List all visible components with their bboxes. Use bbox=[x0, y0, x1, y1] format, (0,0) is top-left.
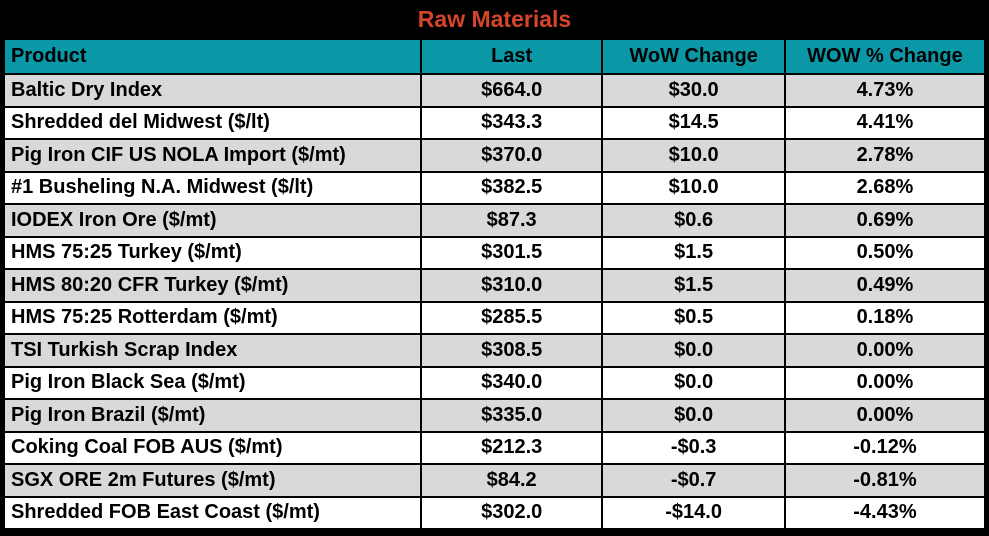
cell-last: $308.5 bbox=[419, 333, 604, 368]
cell-wow_change: -$0.7 bbox=[601, 463, 786, 498]
cell-product: HMS 75:25 Rotterdam ($/mt) bbox=[3, 300, 422, 335]
column-header-wow-change: WoW Change bbox=[601, 38, 786, 75]
cell-product: SGX ORE 2m Futures ($/mt) bbox=[3, 463, 422, 498]
table-row: HMS 75:25 Turkey ($/mt) $301.5 $1.5 0.50% bbox=[3, 235, 987, 270]
cell-last: $310.0 bbox=[419, 268, 604, 303]
title-bar: Raw Materials bbox=[0, 0, 989, 38]
cell-product: Pig Iron CIF US NOLA Import ($/mt) bbox=[3, 138, 422, 173]
cell-wow_pct_change: -0.12% bbox=[783, 430, 987, 465]
cell-wow_pct_change: -4.43% bbox=[783, 495, 987, 530]
cell-product: Pig Iron Brazil ($/mt) bbox=[3, 398, 422, 433]
cell-wow_pct_change: 2.68% bbox=[783, 170, 987, 205]
header-row: Product Last WoW Change WOW % Change bbox=[3, 38, 987, 75]
cell-last: $382.5 bbox=[419, 170, 604, 205]
cell-wow_change: $30.0 bbox=[601, 73, 786, 108]
table-row: HMS 75:25 Rotterdam ($/mt) $285.5 $0.5 0.18… bbox=[3, 300, 987, 335]
table-row: Pig Iron Brazil ($/mt) $335.0 $0.0 0.00% bbox=[3, 398, 987, 433]
cell-product: HMS 75:25 Turkey ($/mt) bbox=[3, 235, 422, 270]
cell-last: $87.3 bbox=[419, 203, 604, 238]
cell-product: Baltic Dry Index bbox=[3, 73, 422, 108]
cell-last: $343.3 bbox=[419, 105, 604, 140]
table-row: #1 Busheling N.A. Midwest ($/lt) $382.5 $1… bbox=[3, 170, 987, 205]
table-row: Shredded del Midwest ($/lt) $343.3 $14.5 4.… bbox=[3, 105, 987, 140]
column-header-product: Product bbox=[3, 38, 422, 75]
cell-last: $335.0 bbox=[419, 398, 604, 433]
cell-wow_change: $10.0 bbox=[601, 170, 786, 205]
cell-wow_pct_change: 0.69% bbox=[783, 203, 987, 238]
cell-product: HMS 80:20 CFR Turkey ($/mt) bbox=[3, 268, 422, 303]
table-row: Baltic Dry Index $664.0 $30.0 4.73% bbox=[3, 73, 987, 108]
cell-product: IODEX Iron Ore ($/mt) bbox=[3, 203, 422, 238]
cell-last: $302.0 bbox=[419, 495, 604, 530]
cell-wow_change: $10.0 bbox=[601, 138, 786, 173]
cell-wow_change: $1.5 bbox=[601, 268, 786, 303]
cell-wow_pct_change: 0.00% bbox=[783, 365, 987, 400]
table-row: Shredded FOB East Coast ($/mt) $302.0 -$14… bbox=[3, 495, 987, 530]
cell-product: #1 Busheling N.A. Midwest ($/lt) bbox=[3, 170, 422, 205]
cell-wow_change: $0.0 bbox=[601, 365, 786, 400]
cell-last: $370.0 bbox=[419, 138, 604, 173]
cell-wow_pct_change: 0.18% bbox=[783, 300, 987, 335]
cell-wow_change: $1.5 bbox=[601, 235, 786, 270]
cell-product: Pig Iron Black Sea ($/mt) bbox=[3, 365, 422, 400]
table-container: Product Last WoW Change WOW % Change Bal… bbox=[0, 38, 989, 536]
cell-wow_pct_change: 2.78% bbox=[783, 138, 987, 173]
table-row: IODEX Iron Ore ($/mt) $87.3 $0.6 0.69% bbox=[3, 203, 987, 238]
table-row: SGX ORE 2m Futures ($/mt) $84.2 -$0.7 -0.81… bbox=[3, 463, 987, 498]
cell-product: TSI Turkish Scrap Index bbox=[3, 333, 422, 368]
table-header: Product Last WoW Change WOW % Change bbox=[3, 38, 987, 75]
cell-wow_pct_change: -0.81% bbox=[783, 463, 987, 498]
cell-wow_change: $0.0 bbox=[601, 333, 786, 368]
column-header-last: Last bbox=[419, 38, 604, 75]
page-title: Raw Materials bbox=[417, 5, 572, 32]
cell-wow_pct_change: 0.49% bbox=[783, 268, 987, 303]
cell-last: $301.5 bbox=[419, 235, 604, 270]
cell-last: $84.2 bbox=[419, 463, 604, 498]
cell-wow_change: -$0.3 bbox=[601, 430, 786, 465]
cell-wow_change: $0.0 bbox=[601, 398, 786, 433]
table-row: TSI Turkish Scrap Index $308.5 $0.0 0.00% bbox=[3, 333, 987, 368]
cell-wow_pct_change: 0.00% bbox=[783, 398, 987, 433]
table-row: HMS 80:20 CFR Turkey ($/mt) $310.0 $1.5 0.4… bbox=[3, 268, 987, 303]
cell-wow_change: $14.5 bbox=[601, 105, 786, 140]
cell-product: Coking Coal FOB AUS ($/mt) bbox=[3, 430, 422, 465]
table-row: Coking Coal FOB AUS ($/mt) $212.3 -$0.3 -0.… bbox=[3, 430, 987, 465]
cell-wow_pct_change: 0.50% bbox=[783, 235, 987, 270]
cell-last: $340.0 bbox=[419, 365, 604, 400]
cell-product: Shredded FOB East Coast ($/mt) bbox=[3, 495, 422, 530]
cell-wow_pct_change: 0.00% bbox=[783, 333, 987, 368]
raw-materials-table: Product Last WoW Change WOW % Change Bal… bbox=[3, 38, 987, 530]
table-row: Pig Iron Black Sea ($/mt) $340.0 $0.0 0.00% bbox=[3, 365, 987, 400]
cell-wow_pct_change: 4.41% bbox=[783, 105, 987, 140]
cell-wow_pct_change: 4.73% bbox=[783, 73, 987, 108]
table-body: Baltic Dry Index $664.0 $30.0 4.73% Shredded… bbox=[3, 73, 987, 530]
table-row: Pig Iron CIF US NOLA Import ($/mt) $370.0… bbox=[3, 138, 987, 173]
cell-wow_change: -$14.0 bbox=[601, 495, 786, 530]
column-header-wow-pct-change: WOW % Change bbox=[783, 38, 987, 75]
cell-last: $212.3 bbox=[419, 430, 604, 465]
cell-last: $664.0 bbox=[419, 73, 604, 108]
cell-wow_change: $0.6 bbox=[601, 203, 786, 238]
cell-wow_change: $0.5 bbox=[601, 300, 786, 335]
cell-last: $285.5 bbox=[419, 300, 604, 335]
cell-product: Shredded del Midwest ($/lt) bbox=[3, 105, 422, 140]
